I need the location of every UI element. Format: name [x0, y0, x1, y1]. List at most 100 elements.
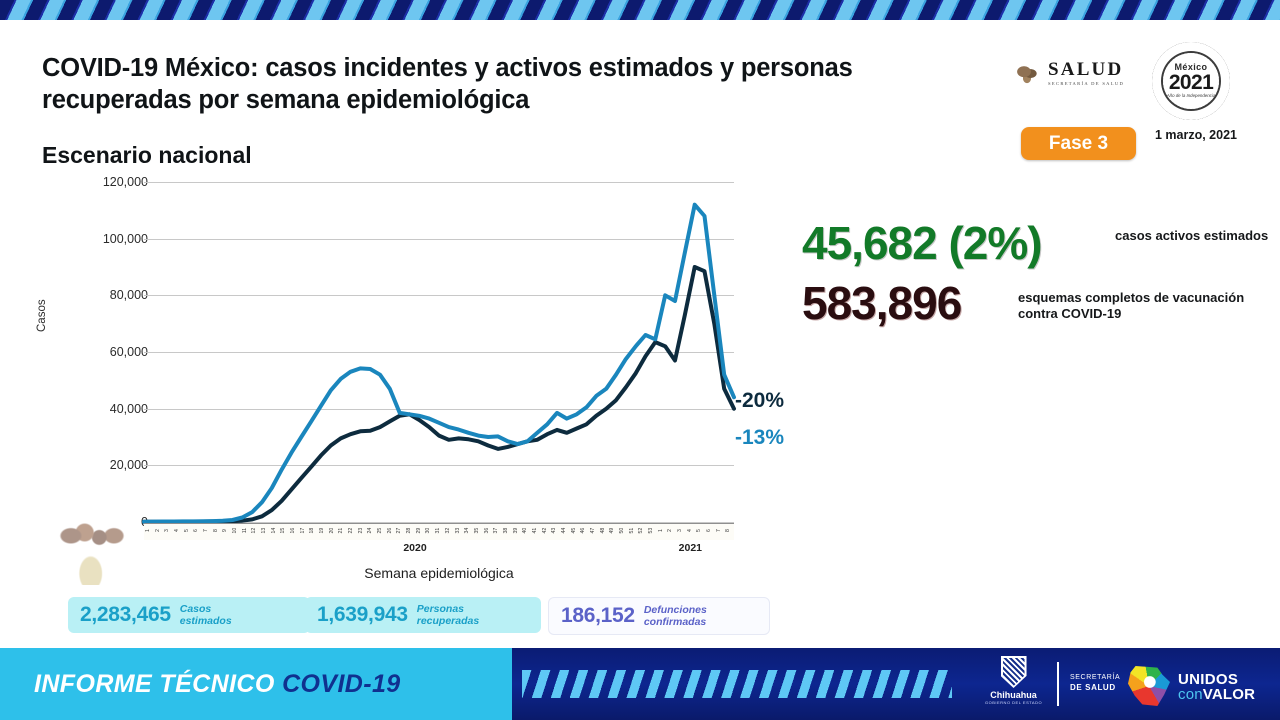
summary-stat-label-line1: Defunciones: [643, 603, 707, 616]
x-tick-label: 5: [183, 529, 190, 533]
summary-stat-box: 1,639,943 Personas recuperadas: [305, 597, 541, 633]
secretaria-salud-logo: SECRETARÍA DE SALUD: [1070, 674, 1120, 693]
summary-stat-label: Casos estimados: [180, 603, 232, 628]
x-tick-label: 45: [570, 527, 577, 534]
vaccination-value: 583,896: [802, 277, 962, 329]
salud-logo-subtext: SECRETARÍA DE SALUD: [1048, 80, 1125, 86]
x-tick-label: 3: [164, 529, 171, 533]
x-tick-label: 1: [145, 529, 152, 533]
x-tick-label: 8: [725, 529, 732, 533]
grid-line: [144, 238, 734, 240]
x-tick-label: 40: [522, 527, 529, 534]
footer-left-panel: INFORME TÉCNICO COVID-19: [0, 648, 512, 720]
y-axis-ticks: 0 20,000 40,000 60,000 80,000 100,000 120,000: [58, 175, 148, 529]
report-date: 1 marzo, 2021: [1155, 128, 1237, 142]
summary-stat-box: 186,152 Defunciones confirmadas: [548, 597, 770, 635]
top-stripe-bar: [0, 0, 1280, 20]
x-tick-label: 2: [154, 529, 161, 533]
epidemic-curve-chart: Casos 020,00040,00060,00080,000100,00012…: [36, 175, 750, 581]
x-tick-label: 49: [609, 527, 616, 534]
series-line-incidentes: [142, 202, 736, 524]
x-tick-label: 2: [667, 529, 674, 533]
x-tick-label: 8: [212, 529, 219, 533]
chart-plot-area: [142, 182, 736, 524]
x-tick-label: 29: [416, 527, 423, 534]
page-title: COVID-19 México: casos incidentes y acti…: [42, 54, 853, 115]
secretaria-line2: DE SALUD: [1070, 682, 1116, 692]
x-axis-title: Semana epidemiológica: [364, 565, 514, 581]
y-axis-title: Casos: [36, 299, 48, 332]
grid-line: [144, 408, 734, 410]
x-tick-label: 13: [261, 527, 268, 534]
x-tick-label: 12: [251, 527, 258, 534]
x-tick-label: 31: [435, 527, 442, 534]
seal-tagline: Año de la Independencia: [1166, 93, 1216, 99]
x-tick-label: 52: [638, 527, 645, 534]
phase-badge: Fase 3: [1021, 127, 1136, 160]
x-tick-label: 32: [445, 527, 452, 534]
salud-logo: SALUD SECRETARÍA DE SALUD: [1012, 52, 1140, 94]
x-tick-label: 28: [406, 527, 413, 534]
chihuahua-subtitle: GOBIERNO DEL ESTADO: [985, 700, 1043, 705]
unidos-con-valor-logo: UNIDOS conVALOR: [1178, 672, 1255, 703]
chihuahua-name: Chihuahua: [990, 690, 1037, 700]
x-tick-label: 11: [241, 527, 248, 534]
mexico-2021-seal: México 2021 Año de la Independencia: [1152, 42, 1230, 120]
grid-line: [144, 522, 734, 523]
unidos-line1: UNIDOS: [1178, 671, 1239, 688]
summary-stat-box: 2,283,465 Casos estimados: [68, 597, 310, 633]
x-tick-label: 41: [532, 527, 539, 534]
x-tick-label: 36: [483, 527, 490, 534]
footer-bar: INFORME TÉCNICO COVID-19 Chihuahua GOBIE…: [0, 648, 1280, 720]
footer-brand-primary: INFORME TÉCNICO: [34, 669, 275, 698]
y-tick-label: 60,000: [109, 345, 148, 359]
grid-line: [144, 465, 734, 467]
summary-stat-value: 186,152: [561, 604, 635, 627]
x-axis-ticks: 1 2 3 4 5 6 7 8 9 10 11 12 13 14 15 16 17 18 19 20 21 22 23 24 2…: [144, 523, 734, 540]
unidos-valor: VALOR: [1202, 686, 1256, 704]
x-tick-label: 4: [174, 529, 181, 533]
x-tick-label: 3: [677, 529, 684, 533]
x-tick-label: 5: [696, 529, 703, 533]
y-tick-label: 120,000: [102, 175, 148, 189]
x-tick-label: 20: [329, 527, 335, 534]
x-tick-label: 47: [590, 527, 597, 534]
x-tick-label: 15: [280, 527, 287, 534]
x-tick-label: 7: [715, 529, 722, 533]
x-tick-label: 7: [203, 529, 210, 533]
summary-stat-label-line1: Casos: [179, 602, 212, 615]
x-tick-label: 22: [348, 527, 355, 534]
x-tick-label: 53: [648, 527, 655, 534]
summary-stat-label-line2: confirmadas: [643, 616, 707, 628]
active-cases-label: casos activos estimados: [1115, 228, 1269, 243]
x-tick-label: 50: [619, 527, 626, 534]
seal-year-label: 2021: [1168, 71, 1214, 95]
summary-stat-label-line1: Personas: [416, 602, 465, 615]
summary-stat-value: 2,283,465: [80, 603, 171, 626]
x-tick-label: 10: [232, 527, 239, 534]
x-tick-label: 27: [396, 527, 403, 534]
x-tick-label: 24: [367, 527, 374, 534]
x-tick-label: 19: [319, 527, 326, 534]
summary-stat-label: Defunciones confirmadas: [644, 604, 707, 629]
y-tick-label: 100,000: [102, 231, 148, 246]
x-tick-label: 30: [425, 527, 432, 534]
x-tick-label: 14: [270, 527, 277, 534]
series-line-recuperadas: [142, 265, 736, 524]
x-tick-label: 26: [387, 527, 394, 534]
x-tick-label: 46: [580, 527, 587, 534]
y-tick-label: 0: [58, 515, 148, 529]
y-tick-label: 80,000: [109, 288, 148, 303]
grid-line: [144, 182, 734, 183]
x-axis-year-label: 2020: [403, 542, 427, 554]
secretaria-line1: SECRETARÍA: [1070, 674, 1121, 681]
grid-line: [144, 295, 734, 297]
seal-mexico-label: México: [1174, 62, 1208, 73]
x-tick-label: 44: [561, 527, 568, 534]
x-tick-label: 23: [358, 527, 365, 534]
x-tick-label: 25: [377, 527, 384, 534]
x-tick-label: 6: [706, 529, 713, 533]
dark-series-change-label: -20%: [735, 389, 785, 412]
x-tick-label: 48: [599, 527, 606, 534]
y-tick-label: 40,000: [109, 401, 148, 416]
